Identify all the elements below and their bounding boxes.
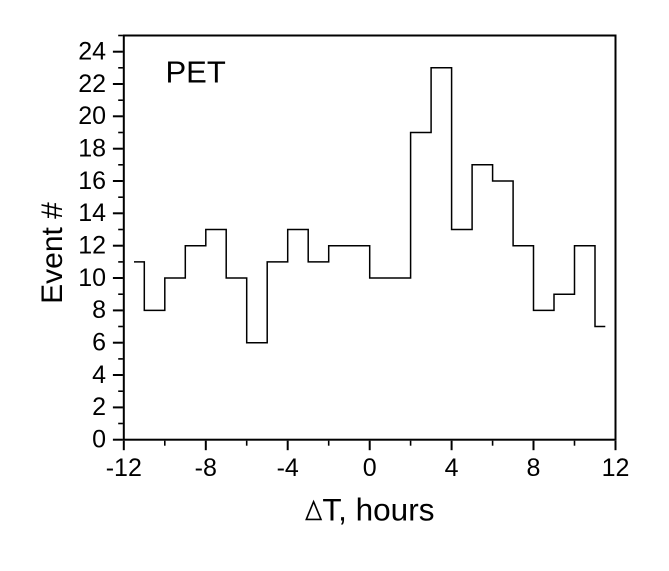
svg-text:Event #: Event # (36, 202, 69, 304)
svg-text:4: 4 (445, 454, 459, 482)
svg-text:10: 10 (78, 264, 106, 292)
svg-text:12: 12 (602, 454, 630, 482)
svg-text:24: 24 (78, 38, 106, 66)
svg-text:18: 18 (78, 135, 106, 163)
svg-text:20: 20 (78, 102, 106, 130)
svg-text:22: 22 (78, 70, 106, 98)
svg-text:0: 0 (92, 426, 106, 454)
svg-text:0: 0 (363, 454, 377, 482)
svg-text:-4: -4 (277, 454, 299, 482)
svg-text:6: 6 (92, 329, 106, 357)
svg-text:-8: -8 (195, 454, 217, 482)
svg-text:4: 4 (92, 361, 106, 389)
svg-text:8: 8 (92, 296, 106, 324)
svg-text:T, hours: T, hours (322, 492, 434, 528)
svg-text:PET: PET (166, 55, 226, 90)
svg-text:14: 14 (78, 199, 106, 227)
svg-text:-12: -12 (106, 454, 142, 482)
svg-text:16: 16 (78, 167, 106, 195)
svg-text:12: 12 (78, 232, 106, 260)
svg-text:8: 8 (527, 454, 541, 482)
svg-text:2: 2 (92, 393, 106, 421)
